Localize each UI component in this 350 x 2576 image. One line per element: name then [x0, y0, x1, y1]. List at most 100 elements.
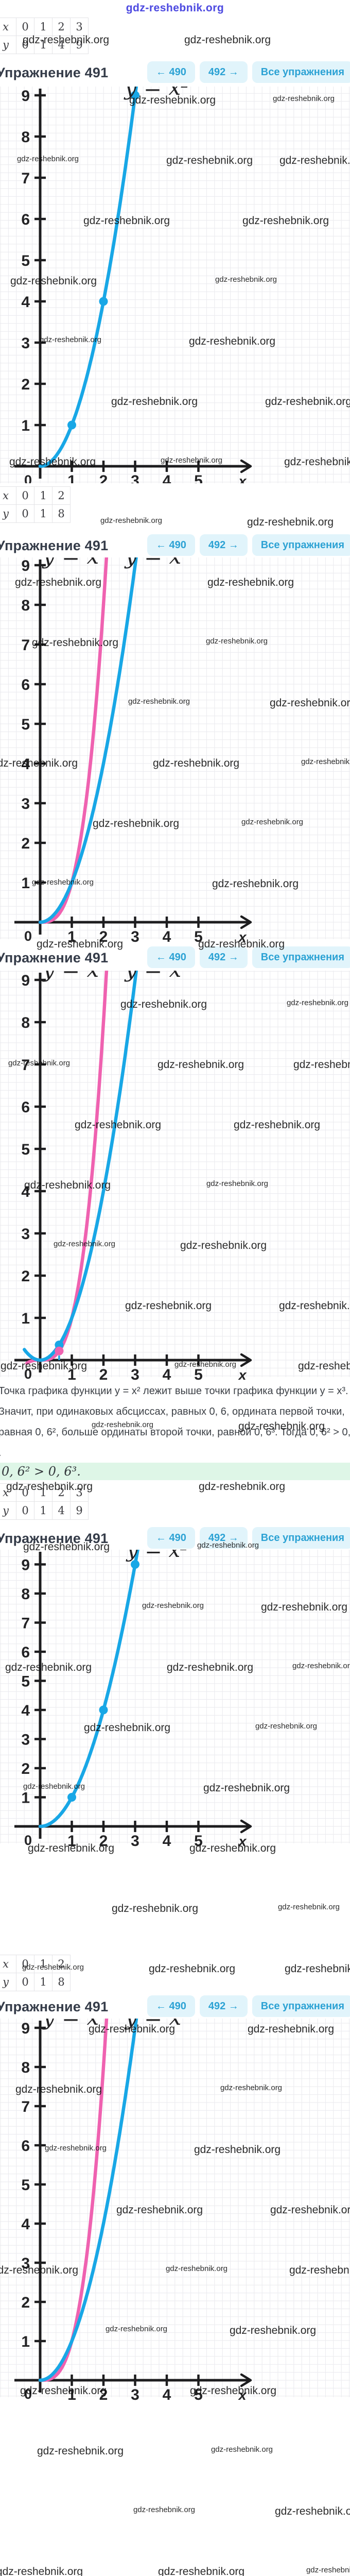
next-exercise-button[interactable]: 492 → [199, 946, 248, 968]
svg-text:3: 3 [21, 795, 30, 812]
svg-text:5: 5 [194, 1833, 203, 1850]
exercise-header: Упражнение 491 ← 490 492 → Все упражнени… [0, 1995, 350, 2019]
exercise-title: Упражнение 491 [0, 538, 109, 553]
watermark: gdz-reshebnik.org [148, 1963, 236, 1975]
svg-text:2: 2 [99, 928, 108, 945]
svg-text:x: x [237, 1367, 247, 1381]
svg-text:1: 1 [67, 928, 76, 945]
svg-text:7: 7 [21, 637, 30, 654]
svg-text:8: 8 [21, 2059, 30, 2076]
svg-text:4: 4 [21, 1702, 30, 1719]
svg-text:3: 3 [131, 2386, 139, 2403]
exercise-nav: ← 490 492 → Все упражнения [147, 946, 350, 968]
svg-text:4: 4 [21, 294, 30, 311]
exercise-nav: ← 490 492 → Все упражнения [147, 1995, 350, 2017]
prev-exercise-button[interactable]: ← 490 [147, 946, 195, 968]
all-exercises-button[interactable]: Все упражнения [252, 1527, 350, 1549]
svg-text:9: 9 [21, 557, 30, 574]
svg-text:1: 1 [21, 1790, 30, 1807]
svg-text:4: 4 [163, 2386, 171, 2403]
svg-text:8: 8 [21, 597, 30, 614]
svg-text:5: 5 [21, 2177, 30, 2194]
exercise-title: Упражнение 491 [0, 1999, 109, 2014]
exercise-header: Упражнение 491 ← 490 492 → Все упражнени… [0, 61, 350, 84]
solution-line: Точка графика функции y = x² лежит выше … [0, 1385, 348, 1397]
svg-text:x: x [237, 1834, 247, 1849]
svg-text:y = x³: y = x³ [42, 557, 108, 569]
svg-text:2: 2 [21, 835, 30, 852]
svg-text:6: 6 [21, 676, 30, 693]
svg-text:7: 7 [21, 1057, 30, 1074]
table-row: y 0 1 8 [0, 1973, 71, 1991]
graph-y-x3-and-y-x2: 1 2 3 4 5 6 7 8 9 1 2 3 4 5 0 x y = x³ y = x² [0, 557, 350, 945]
next-exercise-button[interactable]: 492 → [199, 61, 248, 83]
svg-text:9: 9 [21, 88, 30, 105]
value-table-3: x 0 1 2 3 y 0 1 4 9 [0, 1483, 89, 1520]
svg-text:1: 1 [67, 2386, 76, 2403]
table-row: x 0 1 2 3 [0, 1483, 89, 1502]
next-exercise-button[interactable]: 492 → [199, 1995, 248, 2017]
prev-exercise-button[interactable]: ← 490 [147, 61, 195, 83]
answer-text: 0, 6² > 0, 6³. [2, 1464, 81, 1479]
table-row: x 0 1 2 3 [0, 18, 89, 36]
svg-text:3: 3 [21, 1732, 30, 1749]
all-exercises-button[interactable]: Все упражнения [252, 1995, 350, 2017]
graph-y-x2-with-points: 1 2 3 4 5 6 7 8 9 1 2 3 4 5 0 x y = x² [0, 1550, 350, 1850]
svg-text:5: 5 [21, 252, 30, 269]
svg-text:6: 6 [21, 211, 30, 228]
svg-text:1: 1 [21, 417, 30, 434]
exercise-title: Упражнение 491 [0, 1531, 109, 1546]
solution-line: равная 0, 6², больше ординаты второй точ… [0, 1427, 350, 1438]
svg-text:x: x [237, 929, 247, 945]
svg-text:3: 3 [21, 335, 30, 352]
svg-text:2: 2 [99, 1833, 108, 1850]
svg-text:y = x²: y = x² [126, 1550, 188, 1562]
svg-text:5: 5 [194, 2386, 203, 2403]
svg-text:1: 1 [21, 875, 30, 892]
table-row: y 0 1 4 9 [0, 36, 89, 54]
svg-text:y = x³: y = x³ [42, 971, 108, 982]
exercise-header: Упражнение 491 ← 490 492 → Все упражнени… [0, 946, 350, 970]
svg-text:8: 8 [21, 129, 30, 146]
svg-text:6: 6 [21, 1099, 30, 1116]
svg-text:1: 1 [67, 472, 76, 483]
svg-text:4: 4 [163, 472, 171, 483]
next-exercise-button[interactable]: 492 → [199, 534, 248, 556]
prev-exercise-button[interactable]: ← 490 [147, 1995, 195, 2017]
svg-text:x: x [237, 473, 247, 483]
svg-text:0: 0 [24, 2386, 32, 2402]
all-exercises-button[interactable]: Все упражнения [252, 946, 350, 968]
solution-line: Значит, при одинаковых абсциссах, равных… [0, 1406, 345, 1417]
svg-text:0: 0 [24, 472, 32, 483]
svg-text:3: 3 [21, 1226, 30, 1243]
svg-text:5: 5 [21, 1141, 30, 1158]
svg-text:4: 4 [163, 928, 171, 945]
watermark: gdz-reshebnik.org [184, 34, 271, 46]
svg-text:1: 1 [67, 1366, 76, 1381]
table-row: y 0 1 8 [0, 504, 71, 523]
table-row: x 0 1 2 [0, 1955, 71, 1973]
all-exercises-button[interactable]: Все упражнения [252, 534, 350, 556]
watermark: gdz-reshebnik.org [247, 516, 334, 528]
prev-exercise-button[interactable]: ← 490 [147, 1527, 195, 1549]
svg-text:5: 5 [194, 928, 203, 945]
exercise-nav: ← 490 492 → Все упражнения [147, 61, 350, 83]
svg-text:4: 4 [21, 756, 30, 773]
svg-text:0: 0 [24, 1833, 32, 1848]
next-exercise-button[interactable]: 492 → [199, 1527, 248, 1549]
svg-text:3: 3 [21, 2255, 30, 2272]
svg-text:5: 5 [194, 472, 203, 483]
svg-text:9: 9 [21, 972, 30, 989]
svg-text:5: 5 [21, 716, 30, 733]
svg-text:5: 5 [21, 1673, 30, 1690]
table-row: y 0 1 4 9 [0, 1501, 89, 1520]
graph-y-x3-and-y-x2: 1 2 3 4 5 6 7 8 9 1 2 3 4 5 0 x y = x³ y = x² [0, 2019, 350, 2403]
svg-text:9: 9 [21, 1557, 30, 1574]
prev-exercise-button[interactable]: ← 490 [147, 534, 195, 556]
svg-text:8: 8 [21, 1586, 30, 1603]
svg-text:3: 3 [131, 928, 139, 945]
all-exercises-button[interactable]: Все упражнения [252, 61, 350, 83]
svg-text:y = x²: y = x² [124, 87, 189, 100]
graph-y-x2-with-points: 1 2 3 4 5 6 7 8 9 1 2 3 4 5 0 x y = x² [0, 87, 350, 483]
